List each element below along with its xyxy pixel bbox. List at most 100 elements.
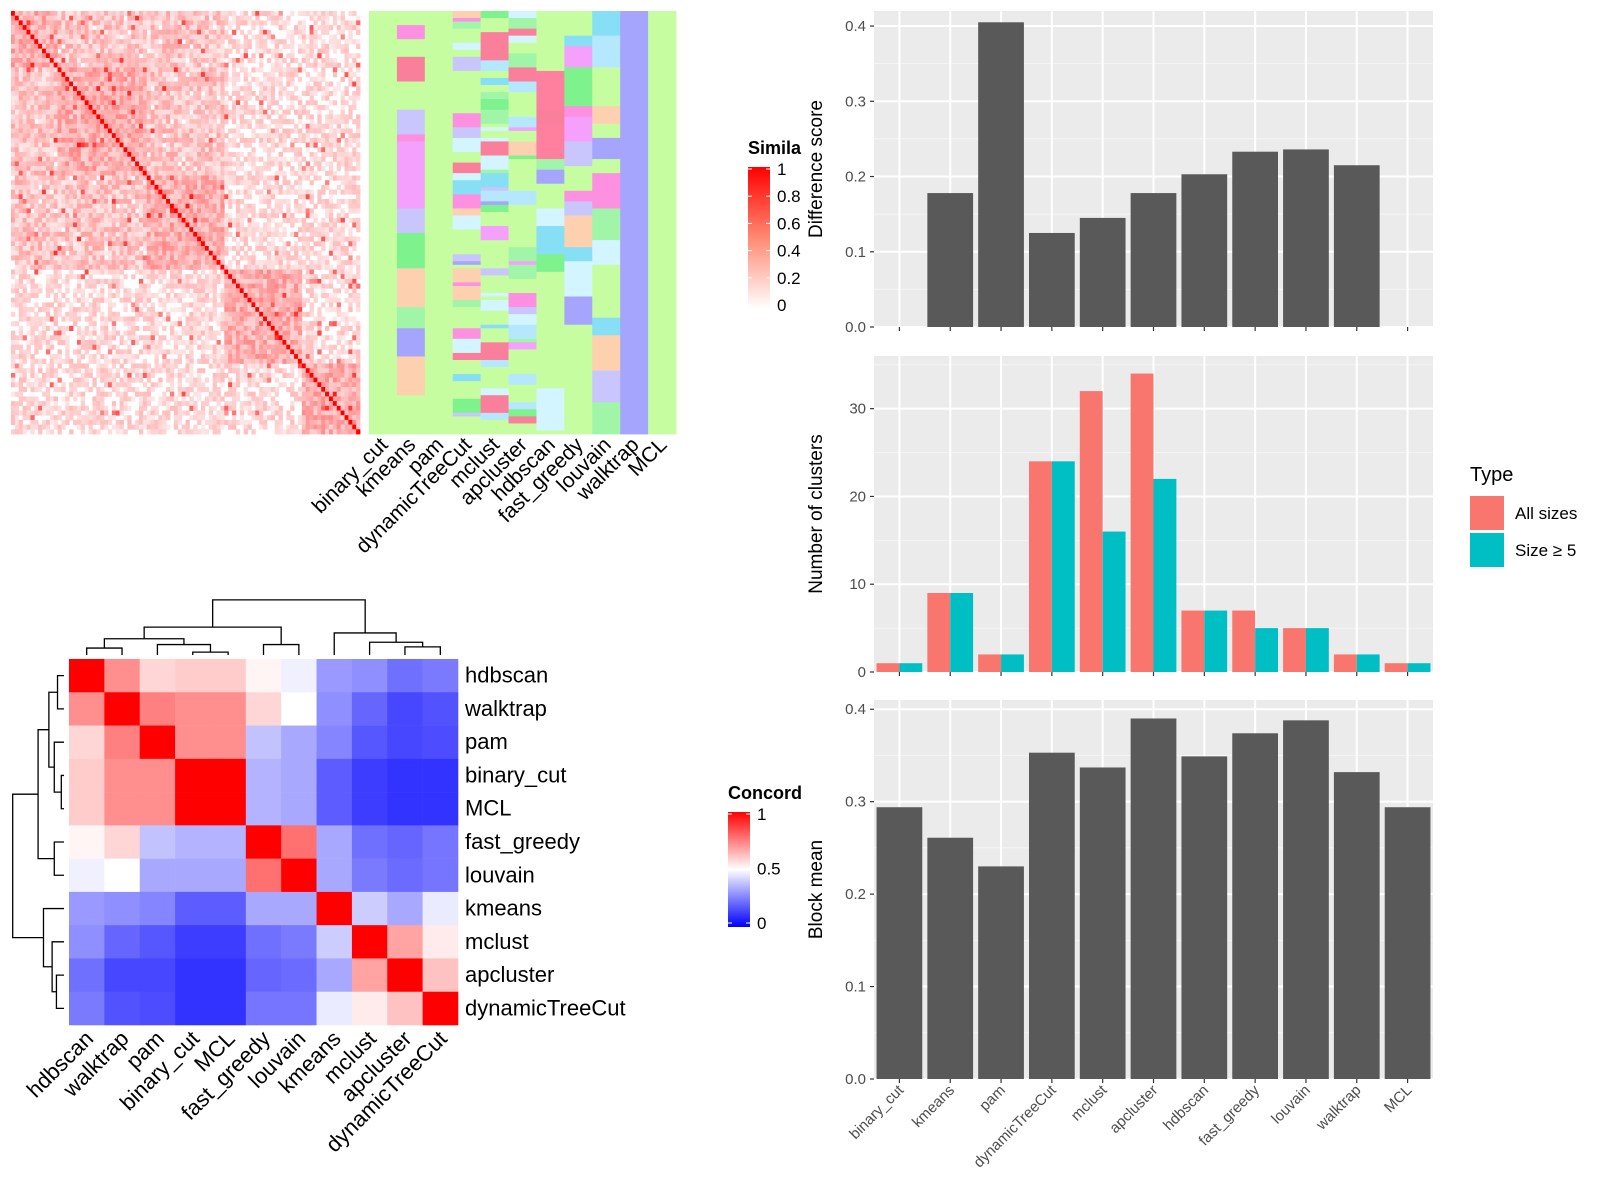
similarity-cell	[239, 58, 245, 64]
similarity-cell	[228, 43, 233, 49]
similarity-cell	[235, 20, 241, 26]
similarity-cell	[224, 217, 229, 223]
similarity-cell	[88, 199, 93, 205]
similarity-cell	[344, 297, 349, 303]
similarity-cell	[247, 194, 252, 200]
similarity-cell	[42, 241, 47, 247]
similarity-cell	[255, 288, 260, 294]
similarity-cell	[34, 62, 39, 68]
similarity-cell	[38, 43, 43, 49]
similarity-cell	[123, 156, 128, 162]
similarity-cell	[270, 128, 276, 134]
similarity-cell	[45, 302, 51, 308]
similarity-cell	[76, 114, 82, 120]
similarity-cell	[14, 161, 20, 167]
similarity-cell	[150, 62, 155, 68]
similarity-cell	[53, 184, 58, 190]
similarity-cell	[127, 123, 132, 129]
similarity-cell	[239, 11, 245, 17]
similarity-cell	[356, 90, 361, 96]
similarity-cell	[150, 231, 155, 237]
similarity-cell	[138, 29, 144, 35]
similarity-cell	[286, 133, 291, 139]
similarity-cell	[154, 184, 159, 190]
similarity-cell	[104, 264, 109, 270]
similarity-cell	[247, 260, 252, 266]
similarity-cell	[14, 90, 20, 96]
similarity-cell	[107, 29, 113, 35]
similarity-cell	[259, 170, 264, 176]
similarity-cell	[135, 11, 140, 17]
similarity-cell	[80, 81, 86, 87]
similarity-cell	[18, 255, 24, 261]
similarity-cell	[228, 246, 233, 252]
similarity-cell	[212, 161, 217, 167]
similarity-cell	[243, 189, 248, 195]
similarity-cell	[42, 264, 47, 270]
similarity-cell	[26, 15, 31, 21]
similarity-cell	[169, 213, 175, 219]
similarity-cell	[235, 274, 241, 280]
similarity-cell	[100, 123, 105, 129]
similarity-cell	[197, 11, 202, 17]
similarity-cell	[278, 156, 283, 162]
similarity-cell	[57, 231, 62, 237]
similarity-cell	[290, 316, 295, 322]
similarity-cell	[111, 29, 117, 35]
similarity-cell	[104, 90, 109, 96]
similarity-cell	[243, 255, 248, 261]
similarity-cell	[243, 264, 248, 270]
similarity-cell	[30, 288, 35, 294]
similarity-cell	[321, 29, 326, 35]
similarity-cell	[305, 222, 310, 228]
similarity-cell	[22, 302, 27, 308]
similarity-cell	[146, 105, 151, 111]
similarity-cell	[216, 39, 221, 45]
similarity-cell	[18, 241, 24, 247]
similarity-cell	[154, 100, 159, 106]
similarity-cell	[232, 199, 237, 205]
similarity-cell	[232, 297, 237, 303]
similarity-cell	[158, 166, 163, 172]
similarity-cell	[212, 208, 217, 214]
similarity-cell	[270, 288, 276, 294]
similarity-cell	[189, 321, 194, 327]
similarity-cell	[247, 278, 252, 284]
similarity-cell	[150, 274, 155, 280]
similarity-cell	[228, 199, 233, 205]
similarity-cell	[274, 67, 279, 73]
similarity-cell	[208, 147, 214, 153]
similarity-cell	[235, 48, 241, 54]
similarity-cell	[189, 95, 194, 101]
similarity-cell	[69, 147, 74, 153]
similarity-cell	[115, 161, 120, 167]
similarity-cell	[80, 76, 86, 82]
similarity-cell	[14, 260, 20, 266]
similarity-cell	[22, 34, 27, 40]
similarity-cell	[193, 114, 198, 120]
similarity-cell	[352, 100, 357, 106]
similarity-cell	[169, 208, 175, 214]
similarity-cell	[96, 297, 101, 303]
similarity-cell	[352, 62, 357, 68]
similarity-cell	[42, 67, 47, 73]
similarity-cell	[96, 53, 101, 59]
similarity-cell	[100, 236, 105, 242]
similarity-cell	[146, 76, 151, 82]
similarity-cell	[158, 278, 163, 284]
similarity-cell	[38, 208, 43, 214]
similarity-cell	[228, 316, 233, 322]
similarity-cell	[65, 241, 70, 247]
similarity-cell	[278, 264, 283, 270]
similarity-cell	[11, 100, 16, 106]
similarity-cell	[177, 147, 183, 153]
similarity-cell	[301, 250, 307, 256]
similarity-cell	[61, 156, 66, 162]
similarity-cell	[266, 269, 272, 275]
similarity-cell	[286, 307, 291, 313]
similarity-cell	[309, 100, 314, 106]
similarity-cell	[135, 20, 140, 26]
similarity-cell	[274, 58, 279, 64]
similarity-cell	[201, 227, 206, 233]
similarity-cell	[313, 137, 318, 143]
